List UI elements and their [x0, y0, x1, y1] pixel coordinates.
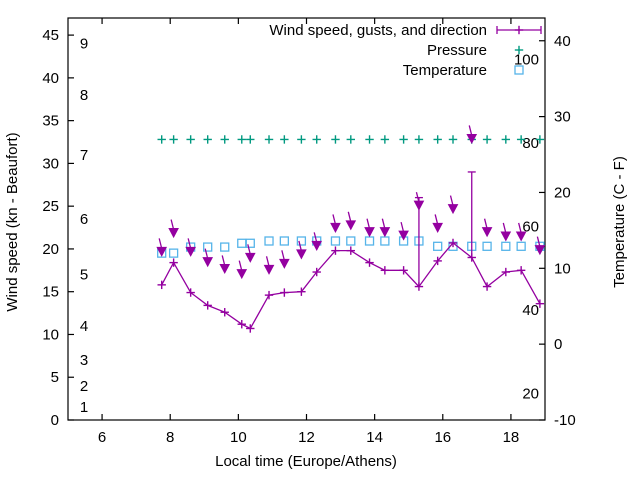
beaufort-label: 8	[80, 87, 88, 104]
x-tick-label: 16	[434, 429, 451, 446]
temperature-marker	[296, 236, 307, 246]
beaufort-label: 9	[80, 36, 88, 53]
wind-direction-arrow	[296, 240, 307, 260]
x-tick-label: 10	[230, 429, 247, 446]
temperature-marker	[245, 238, 255, 248]
wind-direction-arrow	[413, 192, 425, 211]
fahrenheit-label: 80	[522, 135, 539, 152]
wind-direction-arrow	[345, 211, 357, 231]
right-tick-label: 40	[554, 33, 571, 50]
wind-direction-arrow	[447, 195, 459, 215]
left-tick-label: 15	[42, 284, 59, 301]
left-tick-label: 10	[42, 326, 59, 343]
wind-direction-arrow	[263, 256, 275, 275]
temperature-marker	[220, 242, 230, 252]
beaufort-scale-labels: 1 2 3 4 5 6 7 8 9	[80, 36, 88, 417]
wind-direction-arrow	[185, 238, 196, 257]
temperature-marker	[203, 242, 213, 252]
right-axis-ticks: -10 0 10 20 30 40	[539, 33, 576, 429]
wind-direction-arrow	[432, 214, 444, 233]
series-pressure	[157, 135, 545, 144]
left-tick-label: 45	[42, 27, 59, 44]
x-tick-label: 14	[366, 429, 383, 446]
beaufort-label: 5	[80, 267, 88, 284]
wind-direction-arrow	[202, 248, 214, 268]
wind-speed-line	[161, 242, 541, 330]
y-axis-label: Wind speed (kn - Beaufort)	[4, 132, 21, 311]
left-tick-label: 40	[42, 70, 59, 87]
wind-direction-arrow	[236, 260, 248, 280]
wind-direction-arrow	[466, 125, 478, 145]
x-tick-label: 6	[98, 429, 106, 446]
x-tick-label: 18	[503, 429, 520, 446]
wind-direction-arrow	[330, 214, 341, 233]
wind-direction-arrow	[244, 244, 256, 263]
fahrenheit-label: 20	[522, 385, 539, 402]
beaufort-label: 7	[80, 147, 88, 164]
wind-direction-arrow	[534, 236, 546, 256]
wind-direction-arrow	[168, 219, 179, 239]
fahrenheit-label: 40	[522, 302, 539, 319]
temperature-marker	[433, 241, 443, 251]
temperature-marker	[168, 248, 179, 258]
top-axis-ticks	[101, 18, 512, 24]
legend-label: Wind speed, gusts, and direction	[269, 22, 487, 39]
left-tick-label: 35	[42, 113, 59, 130]
fahrenheit-label: 60	[522, 219, 539, 236]
wind-direction-arrow	[398, 221, 409, 241]
legend-label: Pressure	[427, 42, 487, 59]
wind-direction-arrow	[481, 218, 493, 238]
temperature-marker	[516, 241, 526, 251]
right-tick-label: 30	[554, 109, 571, 126]
right-tick-label: 0	[554, 336, 562, 353]
temperature-marker	[264, 236, 274, 246]
bottom-axis-ticks: 6 8 10 12 14 16 18	[98, 414, 519, 446]
left-tick-label: 5	[51, 369, 59, 386]
beaufort-label: 3	[80, 352, 88, 369]
fahrenheit-scale-labels: 20 40 60 80 100	[514, 52, 539, 403]
beaufort-label: 2	[80, 378, 88, 395]
wind-direction-arrow	[379, 218, 391, 238]
wind-direction-arrow	[279, 250, 290, 269]
left-tick-label: 0	[51, 412, 59, 429]
chart-legend: Wind speed, gusts, and direction Pressure…	[269, 22, 542, 79]
left-tick-label: 30	[42, 155, 59, 172]
wind-direction-arrow	[364, 218, 375, 238]
legend-sample-marker	[514, 65, 524, 75]
left-tick-label: 25	[42, 198, 59, 215]
temperature-marker	[279, 236, 290, 246]
temperature-marker	[501, 241, 511, 251]
left-tick-label: 20	[42, 241, 59, 258]
fahrenheit-label: 100	[514, 52, 539, 69]
temperature-marker	[330, 236, 341, 246]
temperature-marker	[346, 236, 356, 246]
wind-direction-arrow	[515, 222, 527, 242]
right-tick-label: -10	[554, 412, 576, 429]
right-tick-label: 20	[554, 184, 571, 201]
x-axis-label: Local time (Europe/Athens)	[215, 453, 397, 470]
wind-direction-arrow	[156, 238, 168, 257]
beaufort-label: 4	[80, 318, 88, 335]
temperature-marker	[482, 241, 492, 251]
right-tick-label: 10	[554, 260, 571, 277]
wind-direction-arrow	[311, 232, 323, 251]
wind-direction-arrow	[219, 255, 231, 275]
left-axis-ticks: 0 5 10 15 20 25 30 35 40 45	[42, 27, 74, 429]
wind-direction-arrow	[500, 222, 512, 242]
series-wind-speed	[156, 125, 546, 333]
y2-axis-label: Temperature (C - F)	[611, 156, 628, 288]
x-tick-label: 12	[298, 429, 315, 446]
beaufort-label: 1	[80, 399, 88, 416]
beaufort-label: 6	[80, 211, 88, 228]
x-tick-label: 8	[166, 429, 174, 446]
legend-label: Temperature	[403, 62, 487, 79]
